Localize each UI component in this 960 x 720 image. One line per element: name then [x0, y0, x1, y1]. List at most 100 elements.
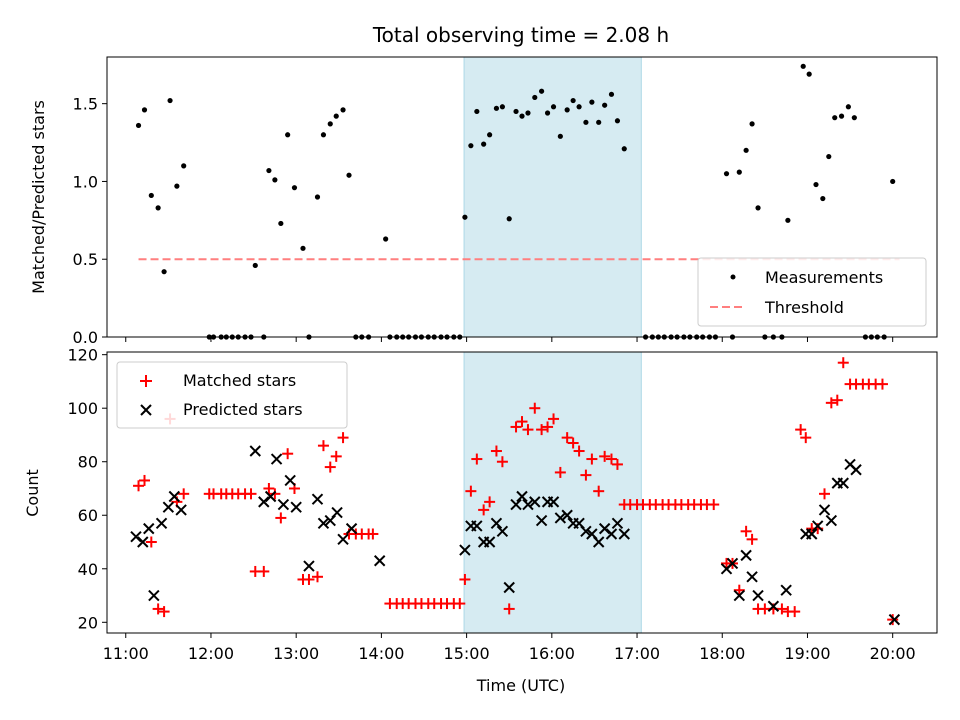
predicted-star-point [611, 517, 624, 529]
measurement-point [493, 105, 500, 111]
predicted-star-point [471, 520, 483, 532]
predicted-star-point [580, 525, 592, 538]
bottom-xtick-label: 13:00 [273, 644, 319, 663]
bottom-xtick-label: 19:00 [784, 644, 830, 663]
predicted-star-point [726, 557, 739, 570]
predicted-star-point [535, 514, 548, 527]
predicted-star-point [605, 528, 618, 540]
measurement-point [141, 107, 148, 113]
predicted-star-point [130, 530, 142, 543]
predicted-star-point [373, 555, 386, 567]
matched-star-point [138, 474, 150, 486]
matched-star-point [465, 485, 477, 497]
predicted-star-point [143, 522, 155, 535]
measurement-point [832, 115, 838, 121]
matched-star-point [275, 512, 287, 524]
measurement-point [806, 71, 812, 77]
matched-star-point [133, 480, 145, 492]
measurement-point [252, 262, 258, 269]
shaded-time-span [463, 56, 642, 338]
measurement-point [596, 119, 602, 125]
matched-star-point [800, 432, 812, 444]
matched-star-point [548, 413, 560, 425]
bottom-xtick-label: 20:00 [870, 644, 916, 663]
matched-star-point [459, 573, 471, 585]
matched-star-point [593, 485, 605, 497]
measurement-point [589, 99, 595, 105]
matched-star-point [819, 488, 831, 500]
bottom-ytick-label: 80 [78, 453, 98, 472]
measurement-point [314, 194, 321, 200]
predicted-star-point [618, 528, 630, 540]
measurement-point [474, 108, 480, 115]
matched-star-point [263, 482, 275, 494]
predicted-star-point [888, 613, 901, 626]
matched-star-point [529, 402, 541, 414]
matched-star-point [573, 445, 585, 457]
legend-label-measurements: Measurements [765, 268, 883, 287]
predicted-star-point [284, 474, 296, 487]
matched-star-point [158, 606, 170, 618]
measurement-point [557, 133, 563, 139]
matched-star-point [484, 496, 496, 508]
matched-star-point [542, 421, 554, 433]
measurement-point [538, 88, 545, 94]
measurement-point [576, 104, 582, 110]
predicted-star-point [175, 504, 187, 516]
matched-star-point [611, 458, 623, 470]
predicted-star-point [510, 498, 522, 511]
matched-star-point [490, 445, 502, 457]
top-measurements-layer [135, 63, 896, 340]
matched-star-point [825, 397, 837, 409]
measurement-point [161, 269, 167, 275]
predicted-star-point [818, 504, 831, 516]
measurement-point [532, 94, 538, 101]
predicted-star-point [311, 493, 324, 505]
matched-star-point [561, 432, 573, 444]
legend-marker-measurements [730, 274, 736, 280]
bottom-xtick-label: 11:00 [103, 644, 149, 663]
measurement-point [481, 141, 487, 147]
measurement-point [300, 245, 306, 251]
matched-star-point [708, 499, 720, 511]
measurement-point [550, 104, 557, 110]
measurement-point [544, 110, 551, 116]
predicted-star-point [811, 520, 824, 532]
measurement-point [820, 195, 826, 202]
matched-star-point [471, 453, 483, 465]
measurement-point [608, 91, 615, 97]
bottom-xtick-label: 16:00 [529, 644, 575, 663]
bottom-y-axis-label: Count [23, 469, 42, 517]
bottom-shaded-span [463, 351, 642, 634]
bottom-legend: Matched stars Predicted stars [116, 361, 348, 429]
matched-star-point [478, 504, 490, 516]
measurement-point [462, 214, 468, 220]
bottom-matched-layer [133, 357, 899, 626]
predicted-star-point [837, 477, 849, 489]
measurement-point [468, 143, 474, 149]
measurement-point [519, 113, 525, 119]
measurement-point [148, 192, 154, 199]
matched-star-point [496, 456, 508, 468]
measurement-point [723, 171, 730, 177]
top-x-ticks [125, 337, 894, 342]
legend-marker-matched [140, 375, 152, 387]
matched-star-point [303, 573, 315, 585]
predicted-star-point [598, 522, 611, 535]
predicted-star-point [155, 517, 168, 529]
measurement-point [487, 132, 493, 138]
top-panel: 0.0 0.5 1.0 1.5 Matched/Predicted stars Mea… [29, 56, 938, 347]
matched-star-point [152, 603, 164, 615]
predicted-star-point [277, 498, 290, 511]
matched-star-point [522, 424, 534, 436]
matched-star-point [282, 448, 294, 460]
predicted-star-point [780, 584, 792, 596]
bottom-xtick-label: 15:00 [444, 644, 490, 663]
top-ytick-label: 0.0 [73, 328, 98, 347]
matched-star-point [367, 528, 379, 540]
predicted-star-point [503, 581, 515, 594]
measurement-point [838, 113, 845, 119]
top-axes-frame [106, 56, 938, 338]
predicted-star-point [547, 496, 560, 508]
